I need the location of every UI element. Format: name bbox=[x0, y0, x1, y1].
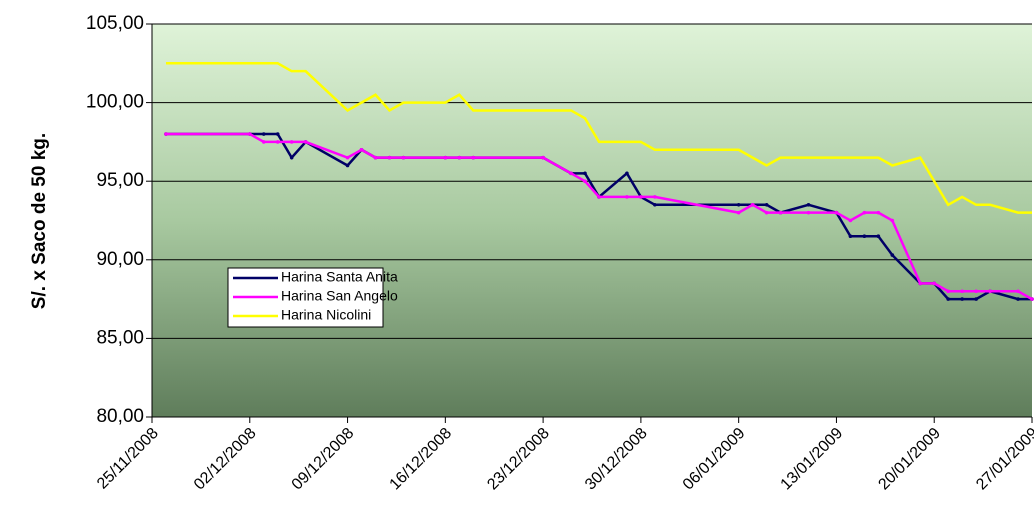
y-tick-label: 95,00 bbox=[96, 170, 144, 191]
point bbox=[764, 210, 769, 215]
y-tick-label: 100,00 bbox=[86, 92, 144, 113]
y-tick-label: 105,00 bbox=[86, 13, 144, 34]
point bbox=[443, 155, 448, 160]
point bbox=[639, 195, 643, 199]
point bbox=[653, 202, 657, 207]
y-axis-label: S/. x Saco de 50 kg. bbox=[29, 133, 50, 309]
y-tick-label: 80,00 bbox=[96, 406, 144, 427]
point bbox=[988, 289, 992, 294]
point bbox=[918, 281, 923, 286]
point bbox=[736, 202, 741, 207]
point bbox=[345, 155, 350, 160]
point bbox=[625, 195, 629, 199]
point bbox=[960, 289, 964, 294]
point bbox=[373, 155, 378, 160]
point bbox=[597, 195, 601, 199]
point bbox=[1016, 297, 1020, 301]
x-tick-label: 27/01/2009 bbox=[973, 425, 1034, 494]
point bbox=[164, 132, 168, 136]
point bbox=[890, 218, 895, 223]
series-line bbox=[165, 62, 1032, 214]
point bbox=[303, 140, 308, 144]
x-tick-label: 23/12/2008 bbox=[484, 425, 553, 494]
x-tick-label: 30/12/2008 bbox=[582, 425, 651, 494]
point bbox=[862, 234, 867, 239]
point bbox=[946, 297, 950, 301]
point bbox=[275, 140, 280, 144]
point bbox=[932, 281, 937, 286]
y-tick-label: 85,00 bbox=[96, 327, 144, 348]
point bbox=[1016, 289, 1020, 294]
point bbox=[359, 147, 364, 152]
point bbox=[457, 155, 462, 160]
point bbox=[974, 297, 978, 301]
point bbox=[401, 155, 406, 160]
x-tick-label: 02/12/2008 bbox=[191, 425, 260, 494]
x-tick-label: 25/11/2008 bbox=[94, 425, 162, 493]
point bbox=[806, 202, 811, 207]
point bbox=[289, 140, 294, 144]
point bbox=[653, 195, 657, 199]
point bbox=[946, 289, 950, 294]
point bbox=[736, 210, 741, 215]
x-tick-label: 16/12/2008 bbox=[387, 425, 456, 494]
legend-label: Harina Nicolini bbox=[281, 307, 371, 323]
point bbox=[1030, 297, 1034, 301]
legend-label: Harina Santa Anita bbox=[281, 269, 398, 285]
x-tick-label: 20/01/2009 bbox=[875, 425, 944, 494]
legend-label: Harina San Angelo bbox=[281, 288, 398, 304]
point bbox=[261, 140, 266, 144]
point bbox=[387, 155, 392, 160]
point bbox=[583, 179, 587, 183]
point bbox=[806, 210, 811, 215]
x-tick-label: 09/12/2008 bbox=[289, 425, 358, 494]
point bbox=[471, 155, 476, 160]
x-tick-label: 06/01/2009 bbox=[680, 425, 749, 494]
point bbox=[345, 163, 350, 168]
point bbox=[848, 218, 853, 223]
point bbox=[583, 171, 587, 176]
point bbox=[974, 289, 978, 294]
point bbox=[275, 132, 280, 136]
point bbox=[750, 202, 755, 207]
point bbox=[625, 171, 629, 176]
point bbox=[876, 234, 881, 239]
point bbox=[834, 210, 839, 215]
point bbox=[289, 155, 294, 160]
point bbox=[876, 210, 881, 215]
plot-area bbox=[152, 24, 1032, 417]
point bbox=[778, 210, 783, 215]
point bbox=[764, 202, 769, 207]
point bbox=[890, 253, 895, 257]
point bbox=[569, 171, 573, 176]
point bbox=[960, 297, 964, 301]
point bbox=[541, 155, 545, 160]
y-tick-label: 90,00 bbox=[96, 249, 144, 270]
point bbox=[862, 210, 867, 215]
point bbox=[848, 234, 853, 239]
x-tick-label: 13/01/2009 bbox=[778, 425, 847, 494]
point bbox=[247, 132, 252, 136]
point bbox=[261, 132, 266, 136]
